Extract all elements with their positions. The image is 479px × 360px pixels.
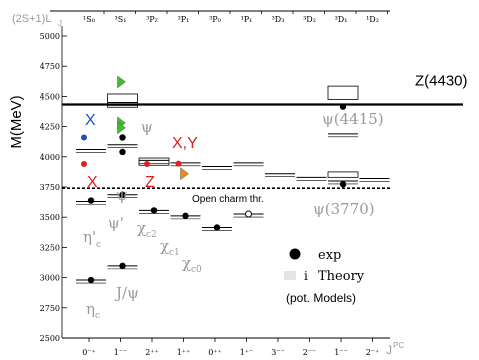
state-labels: η c η' c J/ψ ψ' ψ ψ χ c2 χ c1 χ c0 ψ(377…	[83, 110, 384, 321]
y-ticks: 2500 2750 3000 3250 3500 3750 4000 4250 4500 4750…	[40, 32, 67, 343]
y-axis-label: M(MeV)	[8, 95, 25, 148]
label-jpsi: J/ψ	[114, 284, 139, 302]
y-tick-label: 4000	[40, 153, 60, 162]
y-tick-label: 3000	[40, 274, 60, 283]
xyz-point	[144, 161, 150, 168]
y-tick-label: 2500	[40, 334, 60, 343]
xyz-point	[175, 160, 182, 167]
label-chic1-sub: c1	[169, 248, 180, 258]
label-etac-sub: c	[95, 311, 100, 321]
exp-point	[119, 191, 126, 198]
theory-box	[327, 85, 359, 100]
y-tick-label: 4750	[40, 62, 60, 71]
wave-label: ³S₁	[115, 15, 127, 24]
label-psi3770: ψ(3770)	[313, 200, 375, 218]
label-x-red: X	[87, 174, 98, 191]
legend-theory-label: Theory	[318, 269, 365, 284]
label-chic0-sub: c0	[191, 265, 202, 275]
chart-frame	[50, 10, 390, 339]
label-x-blue: X	[85, 112, 96, 129]
jpc-label: 2⁻⁻	[303, 348, 317, 357]
theory-box	[327, 171, 359, 178]
exp-point-open	[245, 210, 252, 218]
wave-axis-label-sub: J	[58, 19, 62, 28]
jpc-label: 0⁻⁺	[82, 348, 96, 357]
exp-point	[119, 262, 126, 270]
open-charm-threshold-label: Open charm thr.	[192, 194, 264, 205]
y-tick-label: 3750	[40, 183, 60, 192]
label-etac-prime-sub: c	[96, 240, 101, 250]
triangle-marker	[117, 121, 126, 135]
label-etac-prime: η'	[83, 228, 96, 246]
theory-box	[107, 93, 138, 108]
wave-labels: ¹S₀ ³S₁ ³P₂ ³P₁ ³P₀ ¹P₁ ³D₃ ³D₂ ³D₁ ¹D₂	[83, 11, 388, 24]
label-psi-a: ψ	[116, 186, 128, 204]
exp-point	[339, 181, 347, 188]
z4430-label: Z(4430)	[415, 72, 468, 89]
jpc-axis-label: J PC	[386, 341, 404, 357]
triangle-marker	[180, 167, 189, 181]
exp-point	[150, 207, 158, 214]
y-tick-label: 3500	[40, 213, 60, 222]
y-tick-label: 2750	[40, 304, 60, 313]
label-psi-prime: ψ'	[108, 214, 124, 232]
theory-box	[138, 157, 170, 166]
jpc-label: 2⁺⁺	[145, 348, 159, 357]
wave-axis-label: (2S+1)L J	[12, 13, 62, 28]
jpc-label: 1⁻⁻	[334, 348, 348, 357]
exp-point	[119, 148, 126, 156]
legend-theory-i: i	[304, 269, 308, 283]
label-chic1: χ	[160, 237, 169, 255]
wave-label: ¹D₂	[366, 15, 379, 24]
wave-label: ³D₃	[272, 15, 285, 24]
label-chic0: χ	[182, 254, 191, 272]
wave-label: ¹P₁	[241, 15, 253, 24]
wave-label: ³D₁	[335, 15, 348, 24]
exp-point	[182, 212, 189, 220]
jpc-label: 3⁻⁻	[271, 348, 285, 357]
label-chic2-sub: c2	[146, 230, 157, 240]
jpc-labels: 0⁻⁺ 1⁻⁻ 2⁺⁺ 1⁺⁺ 0⁺⁺ 1⁺⁻ 3⁻⁻ 2⁻⁻ 1⁻⁻ 2⁻⁺	[82, 338, 379, 357]
y-tick-label: 3250	[40, 243, 60, 252]
jpc-label: 0⁺⁺	[208, 348, 222, 357]
jpc-label: 1⁺⁻	[240, 348, 254, 357]
legend-theory-note: (pot. Models)	[286, 291, 356, 305]
legend-theory-marker	[284, 271, 296, 280]
label-etac: η	[86, 300, 95, 318]
jpc-axis-label-main: J	[386, 343, 392, 357]
wave-label: ³D₂	[303, 15, 316, 24]
xyz-point	[81, 134, 87, 141]
legend-exp-marker	[289, 248, 301, 260]
xyz-labels: X X,Y X Z	[85, 112, 198, 191]
legend: exp i Theory (pot. Models)	[284, 248, 365, 305]
xyz-point	[81, 161, 87, 168]
exp-point	[87, 276, 95, 284]
wave-axis-label-main: (2S+1)L	[12, 13, 51, 25]
exp-point	[213, 224, 221, 231]
wave-label: ³P₀	[209, 15, 221, 24]
wave-label: ¹S₀	[83, 15, 95, 24]
label-chic2: χ	[137, 219, 146, 237]
jpc-label: 1⁺⁺	[177, 348, 191, 357]
experimental-points	[81, 103, 347, 284]
triangle-markers	[117, 75, 189, 181]
y-tick-label: 4250	[40, 123, 60, 132]
triangle-marker	[117, 75, 126, 89]
wave-label: ³P₁	[178, 15, 190, 24]
label-psi-b: ψ	[141, 118, 153, 136]
exp-point	[119, 134, 126, 141]
exp-point	[339, 103, 347, 110]
y-tick-label: 4500	[40, 92, 60, 101]
label-z-red: Z	[145, 174, 155, 191]
jpc-label: 2⁻⁺	[366, 348, 380, 357]
legend-exp-label: exp	[318, 248, 341, 263]
wave-label: ³P₂	[146, 15, 158, 24]
exp-point	[87, 197, 95, 204]
y-tick-label: 5000	[40, 32, 60, 41]
jpc-label: 1⁻⁻	[114, 348, 128, 357]
jpc-axis-label-sup: PC	[393, 341, 404, 350]
label-psi4415: ψ(4415)	[322, 110, 384, 128]
label-xy-red: X,Y	[172, 135, 198, 152]
